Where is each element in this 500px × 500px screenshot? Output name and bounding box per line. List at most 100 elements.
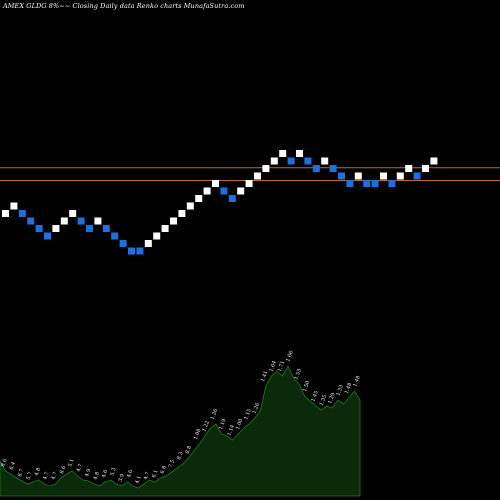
renko-brick xyxy=(287,157,295,165)
renko-brick xyxy=(203,187,211,195)
volume-label: 1.14 xyxy=(227,424,236,437)
volume-label: 4.7 xyxy=(51,471,59,481)
volume-label: 4.8 xyxy=(92,471,100,481)
volume-label: 4.1 xyxy=(134,475,142,485)
renko-brick xyxy=(178,210,186,217)
renko-brick xyxy=(35,225,43,232)
volume-label: 6.4 xyxy=(9,461,17,471)
volume-label: 8.6 xyxy=(59,465,67,475)
renko-brick xyxy=(170,217,177,225)
renko-brick xyxy=(10,202,18,210)
renko-brick xyxy=(144,240,152,247)
volume-label: 8.8 xyxy=(185,445,193,455)
volume-label: 1.08 xyxy=(193,428,202,441)
renko-brick xyxy=(262,165,270,172)
renko-brick xyxy=(86,225,93,232)
volume-label: 3.9 xyxy=(118,473,126,483)
volume-label: 6.8 xyxy=(159,465,167,475)
renko-brick xyxy=(371,180,379,187)
renko-brick xyxy=(220,187,228,195)
volume-label: 4.7 xyxy=(42,471,50,481)
volume-label: 5.7 xyxy=(25,471,33,481)
renko-brick xyxy=(2,210,9,217)
renko-brick xyxy=(212,180,219,187)
renko-brick xyxy=(346,180,354,187)
volume-label: 1.48 xyxy=(344,382,353,395)
volume-label: 1.26 xyxy=(210,408,219,421)
renko-brick xyxy=(119,240,127,247)
renko-brick xyxy=(44,232,51,240)
volume-label: 1.45 xyxy=(310,390,319,403)
volume-label: 1.50 xyxy=(302,380,311,393)
renko-brick xyxy=(60,217,68,225)
volume-label: 1.66 xyxy=(285,350,294,363)
renko-brick xyxy=(279,150,287,157)
volume-area xyxy=(0,365,361,497)
renko-brick xyxy=(94,217,102,225)
volume-label: 8.3 xyxy=(176,451,184,461)
volume-label: 1.26 xyxy=(252,402,261,415)
renko-brick xyxy=(111,232,119,240)
volume-label: 1.35 xyxy=(319,394,328,407)
renko-brick xyxy=(254,172,261,180)
renko-brick xyxy=(270,157,278,165)
volume-label: 4.6 xyxy=(101,469,109,479)
volume-label: 1.64 xyxy=(268,360,277,373)
renko-brick xyxy=(136,247,144,255)
volume-label: 5.3 xyxy=(109,467,117,477)
volume-label: 7.5 xyxy=(168,459,176,469)
volume-label: 4.8 xyxy=(34,467,42,477)
renko-brick xyxy=(304,157,312,165)
volume-label: 1.53 xyxy=(294,368,303,381)
renko-brick xyxy=(77,217,85,225)
volume-label: 1.15 xyxy=(243,408,252,421)
renko-brick xyxy=(329,165,337,172)
volume-label: 1.48 xyxy=(352,375,361,388)
renko-brick xyxy=(405,165,413,172)
renko-brick xyxy=(388,180,396,187)
renko-brick xyxy=(354,172,362,180)
volume-panel: 8.6 6.46.7 5.7 4.8 4.7 4.78.65.14.74.9 4.8 4.6 5… xyxy=(0,350,362,497)
renko-bricks xyxy=(2,150,438,255)
renko-brick xyxy=(237,187,245,195)
volume-label: 6.1 xyxy=(151,469,159,479)
volume-label: 1.19 xyxy=(218,418,227,431)
renko-brick xyxy=(69,210,77,217)
renko-brick xyxy=(52,225,60,232)
volume-label: 4.9 xyxy=(84,468,92,478)
renko-brick xyxy=(363,180,371,187)
volume-label: 4.6 xyxy=(126,469,134,479)
volume-label: 6.7 xyxy=(17,468,25,478)
chart-title: AMEX GLDG 8%~~ Closing Daily data Renko … xyxy=(3,2,245,10)
renko-brick xyxy=(296,150,303,157)
volume-label: 8.6 xyxy=(0,458,8,468)
renko-brick xyxy=(153,232,161,240)
renko-brick xyxy=(102,225,110,232)
volume-label: 1.33 xyxy=(335,384,344,397)
renko-brick xyxy=(430,157,438,165)
renko-brick xyxy=(228,195,236,202)
volume-label: 1.29 xyxy=(327,392,336,405)
volume-label: 1.22 xyxy=(201,420,210,433)
renko-brick xyxy=(312,165,320,172)
renko-brick xyxy=(195,195,203,202)
renko-brick xyxy=(161,225,169,232)
renko-brick xyxy=(338,172,345,180)
volume-label: 1.71 xyxy=(277,360,286,373)
renko-brick xyxy=(128,247,135,255)
renko-brick xyxy=(27,217,35,225)
volume-label: 1.00 xyxy=(235,418,244,431)
volume-label: 5.1 xyxy=(67,458,75,468)
renko-brick xyxy=(380,172,387,180)
volume-label: 4.7 xyxy=(76,463,84,473)
renko-brick xyxy=(186,202,194,210)
renko-brick xyxy=(18,210,26,217)
volume-label: 4.7 xyxy=(143,471,151,481)
renko-brick xyxy=(422,165,429,172)
renko-brick xyxy=(396,172,404,180)
volume-label: 1.41 xyxy=(260,370,269,383)
renko-brick xyxy=(413,172,421,180)
renko-brick xyxy=(321,157,329,165)
